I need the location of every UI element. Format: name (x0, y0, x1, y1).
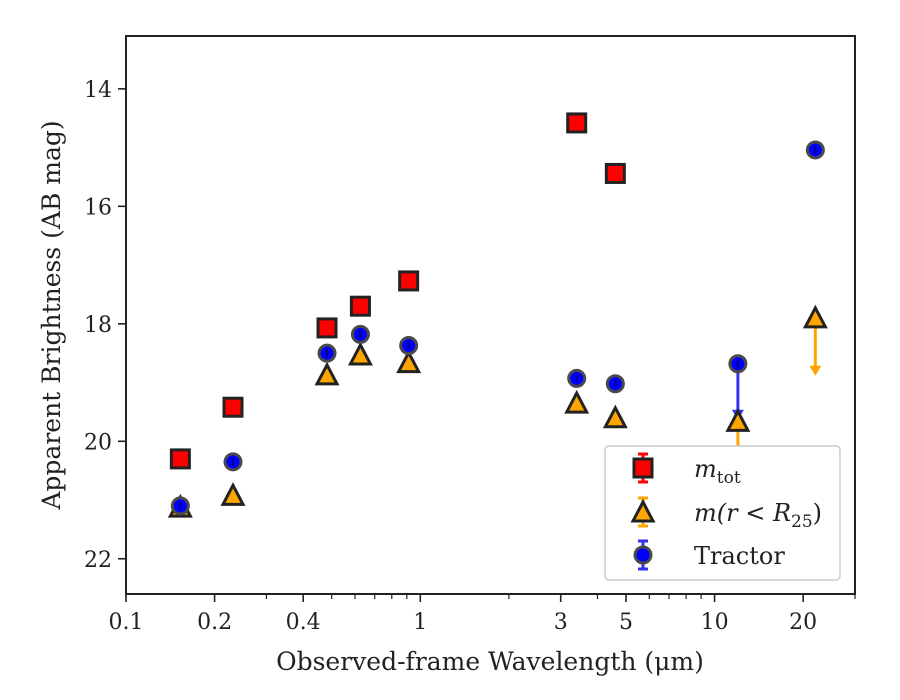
y-tick-label: 20 (84, 430, 112, 455)
mr25-point (220, 482, 246, 506)
x-tick-label: 10 (701, 610, 729, 635)
mtot-point (398, 270, 420, 292)
x-tick-label: 1 (413, 610, 427, 635)
x-tick-label: 5 (619, 610, 633, 635)
mtot-point (349, 295, 371, 317)
legend-label-main: m (694, 455, 717, 483)
legend-marker-tractor (633, 545, 653, 565)
legend-label-tractor: Tractor (694, 542, 785, 570)
mr25-point (564, 389, 590, 414)
legend-label-pre: m(r < R (694, 499, 791, 527)
mr25-point (347, 341, 373, 366)
x-tick-label: 3 (554, 610, 568, 635)
mr25-point (725, 408, 751, 432)
legend-label-post: ) (813, 499, 822, 527)
legend-box (604, 445, 841, 581)
legend: mtot m(r < R25) Tractor (604, 445, 841, 581)
legend-marker-mtot (632, 457, 654, 479)
legend-label-mr25: m(r < R25) (694, 499, 822, 532)
x-tick-label: 0.2 (197, 610, 232, 635)
y-tick-label: 18 (84, 313, 112, 338)
x-tick-label: 20 (789, 610, 817, 635)
legend-label-sub: tot (717, 468, 741, 488)
mr25-point (396, 349, 422, 374)
y-tick-label: 14 (84, 78, 112, 103)
x-tick-label: 0.4 (286, 610, 321, 635)
legend-label-mtot: mtot (694, 455, 741, 488)
mr25-point (802, 304, 828, 329)
x-axis-label: Observed-frame Wavelength (μm) (276, 647, 704, 676)
mtot-point (566, 112, 588, 134)
mr25-point (314, 361, 340, 386)
legend-marker-mr25 (630, 498, 656, 523)
mr25-point (602, 404, 628, 429)
y-axis-label: Apparent Brightness (AB mag) (37, 120, 66, 510)
legend-label-sub: 25 (791, 512, 813, 532)
mtot-point (316, 317, 338, 339)
mtot-point (169, 448, 191, 470)
x-tick-label: 0.1 (109, 610, 144, 635)
y-tick-label: 22 (84, 548, 112, 573)
plot-frame (125, 35, 856, 595)
mr25-limit-arrowhead (809, 365, 822, 376)
mtot-point (604, 162, 626, 184)
mtot-point (222, 396, 244, 418)
y-tick-label: 16 (84, 195, 112, 220)
